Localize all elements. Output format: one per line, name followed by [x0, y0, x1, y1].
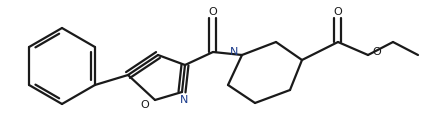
Text: N: N — [230, 47, 238, 57]
Text: N: N — [180, 95, 188, 105]
Text: O: O — [333, 7, 342, 17]
Text: O: O — [141, 100, 149, 110]
Text: O: O — [373, 47, 381, 57]
Text: O: O — [208, 7, 217, 17]
